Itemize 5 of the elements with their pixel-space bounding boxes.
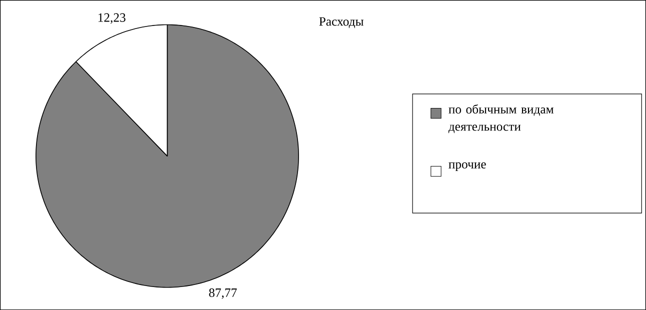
data-label: 87,77 [209, 288, 237, 299]
legend-label: прочие [448, 162, 486, 172]
data-label: 12,23 [98, 13, 126, 24]
chart-title: Расходы [319, 17, 364, 28]
legend-label: по обычным видам деятельности [448, 104, 554, 134]
